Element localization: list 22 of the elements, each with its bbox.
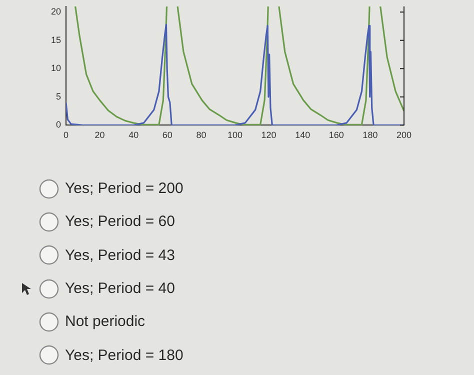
- text: Yes; Period = 40: [65, 280, 175, 298]
- x-tick-label: 60: [162, 130, 172, 140]
- x-tick-label: 120: [261, 130, 276, 140]
- y-tick-label: 10: [50, 63, 61, 74]
- x-tick-label: 100: [227, 130, 243, 140]
- x-tick-label: 40: [128, 130, 139, 140]
- x-tick-label: 80: [196, 130, 206, 140]
- text: Yes; Period = 60: [65, 213, 175, 230]
- x-tick-label: 140: [295, 130, 310, 140]
- text: Not periodic: [65, 313, 146, 330]
- x-tick-label: 0: [63, 130, 69, 140]
- x-tick-label: 180: [362, 130, 378, 140]
- y-tick-label: 20: [50, 6, 61, 17]
- x-tick-label: 160: [328, 130, 344, 140]
- y-tick-label: 5: [56, 91, 61, 102]
- y-tick-label: 0: [56, 120, 61, 130]
- text: Yes, Period = 43: [65, 246, 175, 264]
- y-tick-label: 15: [50, 34, 61, 45]
- text: Yes; Period = 200: [65, 180, 184, 198]
- text: Yes; Period = 180: [65, 346, 184, 364]
- x-tick-label: 20: [94, 130, 105, 140]
- x-tick-label: 200: [396, 130, 412, 140]
